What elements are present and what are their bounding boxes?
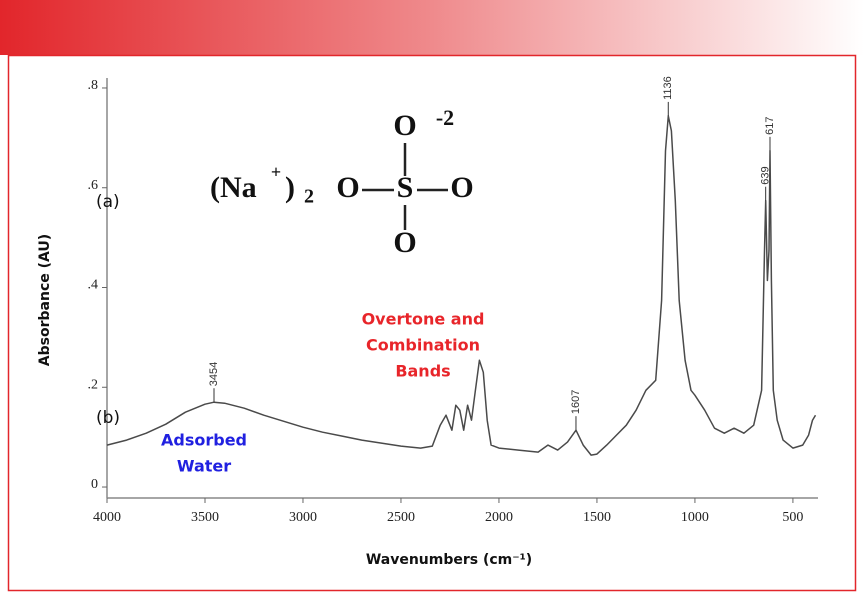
- x-tick-label: 1000: [681, 510, 709, 525]
- y-tick-label: 0: [91, 477, 98, 492]
- structure-text: O: [393, 226, 416, 259]
- plot: 0 .2 .4 .6 .8 4000 3500 3000 2500 2000 1500 1000 500…: [37, 76, 818, 568]
- peak-label: 1136: [662, 76, 674, 100]
- y-tick-label: .8: [88, 78, 99, 93]
- structure-text: S: [397, 171, 414, 204]
- y-tick-label: .4: [88, 278, 99, 293]
- x-tick-label: 1500: [583, 510, 611, 525]
- water-note: Adsorbed: [161, 431, 247, 450]
- peak-label: 617: [764, 116, 776, 134]
- overtone-note: Overtone and: [362, 310, 485, 329]
- structure-text: +: [271, 162, 281, 182]
- peak-label: 1607: [570, 390, 582, 414]
- x-tick-label: 2000: [485, 510, 513, 525]
- peak-label: 639: [760, 166, 772, 184]
- x-axis-title: Wavenumbers (cm⁻¹): [366, 552, 532, 568]
- x-tick-label: 3000: [289, 510, 317, 525]
- water-note: Water: [177, 457, 231, 476]
- structure-text: O: [450, 171, 473, 204]
- frame: [7, 54, 857, 592]
- structure-text: O: [336, 171, 359, 204]
- spectrum-line: [106, 115, 817, 456]
- y-tick-label: .6: [88, 178, 99, 193]
- y-axis-title: Absorbance (AU): [37, 234, 53, 366]
- panel-label: (a): [96, 192, 120, 212]
- structure-text: 2: [304, 186, 314, 208]
- structure-text: ): [285, 171, 295, 204]
- overtone-note: Bands: [395, 362, 450, 381]
- x-tick-label: 2500: [387, 510, 415, 525]
- structure-text: (Na: [210, 171, 257, 204]
- structure-text: O: [393, 109, 416, 142]
- x-tick-label: 3500: [191, 510, 219, 525]
- x-tick-label: 500: [782, 510, 803, 525]
- banner: [0, 0, 864, 55]
- y-tick-label: .2: [88, 377, 99, 392]
- structure-text: -2: [436, 105, 454, 130]
- overtone-note: Combination: [366, 336, 480, 355]
- peak-label: 3454: [208, 362, 220, 386]
- panel-label: (b): [96, 408, 120, 428]
- x-tick-label: 4000: [93, 510, 121, 525]
